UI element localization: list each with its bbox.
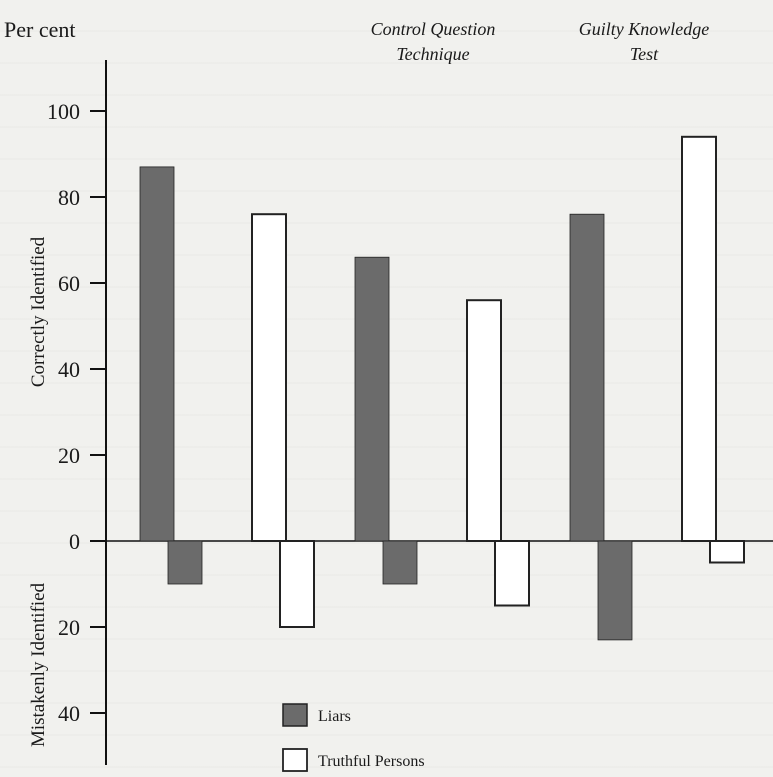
bar-liars-correct-g0 — [139, 166, 175, 542]
group-title-guilty-knowledge-line1: Guilty Knowledge — [579, 19, 709, 39]
ytick-80-label: 80 — [58, 185, 80, 210]
bar-truthful-persons-mistaken-g2 — [709, 540, 745, 564]
bar-liars-mistaken-g2 — [597, 540, 633, 641]
ytick-40-label: 40 — [58, 357, 80, 382]
ytick-neg-20-label: 20 — [58, 615, 80, 640]
ytick-60-label: 60 — [58, 271, 80, 296]
bar-liars-mistaken-g1 — [382, 540, 418, 585]
legend-label-truthful: Truthful Persons — [318, 753, 425, 770]
ytick-100-label: 100 — [47, 99, 80, 124]
axis-label-mistakenly-identified: Mistakenly Identified — [28, 582, 49, 747]
legend: Liars Truthful Persons — [282, 703, 425, 772]
bar-truthful-persons-mistaken-g0 — [279, 540, 315, 628]
bar-liars-mistaken-g0 — [167, 540, 203, 585]
ytick-neg-40-label: 40 — [58, 701, 80, 726]
ytick-0-label: 0 — [69, 529, 80, 554]
legend-label-liars: Liars — [318, 708, 351, 725]
bar-truthful-persons-mistaken-g1 — [494, 540, 530, 607]
group-title-guilty-knowledge-line2: Test — [630, 44, 659, 64]
y-unit-label: Per cent — [4, 17, 75, 42]
y-ticks: 0 20 40 60 80 100 20 40 — [47, 99, 106, 726]
bar-truthful-persons-correct-g1 — [466, 299, 502, 543]
bars — [139, 135, 745, 641]
axis-label-correctly-identified: Correctly Identified — [28, 236, 49, 387]
legend-swatch-liars — [282, 703, 308, 727]
legend-swatch-truthful — [282, 748, 308, 772]
bar-truthful-persons-correct-g2 — [681, 135, 717, 543]
group-title-control-question-line1: Control Question — [371, 19, 496, 39]
ytick-20-label: 20 — [58, 443, 80, 468]
bar-liars-correct-g2 — [569, 213, 605, 542]
group-title-control-question-line2: Technique — [396, 44, 469, 64]
bar-liars-correct-g1 — [354, 256, 390, 542]
bar-truthful-persons-correct-g0 — [251, 213, 287, 542]
